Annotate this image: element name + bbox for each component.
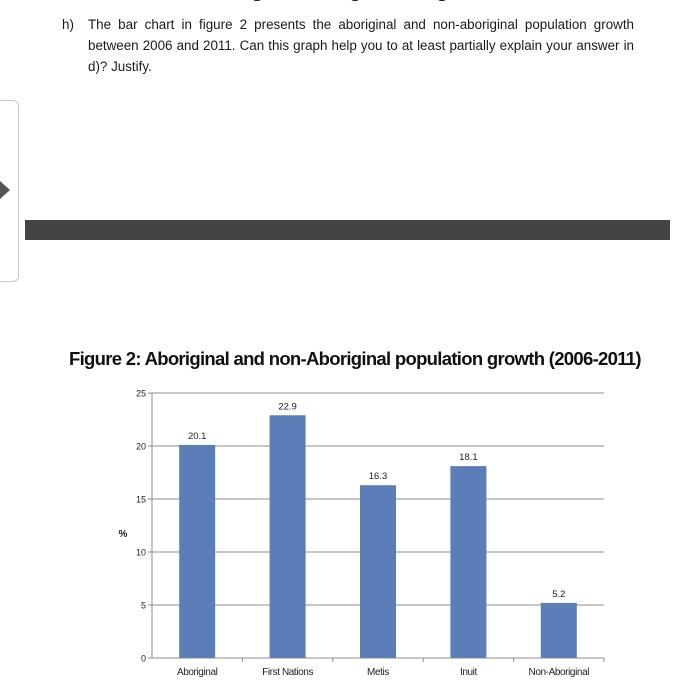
category-label-0: Aboriginal — [177, 667, 218, 678]
play-arrow-icon[interactable] — [0, 181, 10, 199]
ytick-label-5: 5 — [141, 601, 146, 611]
ytick-label-20: 20 — [136, 442, 146, 452]
category-label-4: Non-Aboriginal — [529, 667, 590, 678]
figure-title: Figure 2: Aboriginal and non-Aboriginal … — [69, 348, 642, 369]
bar-2 — [360, 485, 396, 658]
ytick-label-25: 25 — [136, 389, 146, 399]
question-h: h) The bar chart in figure 2 presents th… — [62, 14, 634, 77]
ytick-label-10: 10 — [136, 548, 146, 558]
data-label-2: 16.3 — [369, 471, 388, 482]
category-label-3: Inuit — [460, 667, 478, 678]
category-label-2: Metis — [367, 667, 389, 678]
bar-3 — [450, 466, 487, 658]
y-axis-label: % — [119, 529, 128, 540]
bar-4 — [540, 602, 577, 658]
data-label-0: 20.1 — [188, 431, 207, 442]
dark-redaction-band — [25, 220, 670, 240]
bar-1 — [269, 415, 306, 658]
bar-0 — [179, 444, 216, 658]
cropped-heading-fragment — [232, 0, 492, 2]
category-label-1: First Nations — [262, 667, 313, 678]
question-number: h) — [62, 17, 74, 32]
data-label-3: 18.1 — [459, 452, 478, 463]
data-label-4: 5.2 — [552, 589, 565, 600]
ytick-label-15: 15 — [136, 495, 146, 505]
ytick-label-0: 0 — [141, 654, 146, 664]
data-label-1: 22.9 — [278, 401, 297, 412]
question-text: The bar chart in figure 2 presents the a… — [88, 17, 634, 74]
bar-chart: 0 5 10 15 20 25% 20.1 Aboriginal 22.9 First Natio… — [119, 389, 605, 678]
